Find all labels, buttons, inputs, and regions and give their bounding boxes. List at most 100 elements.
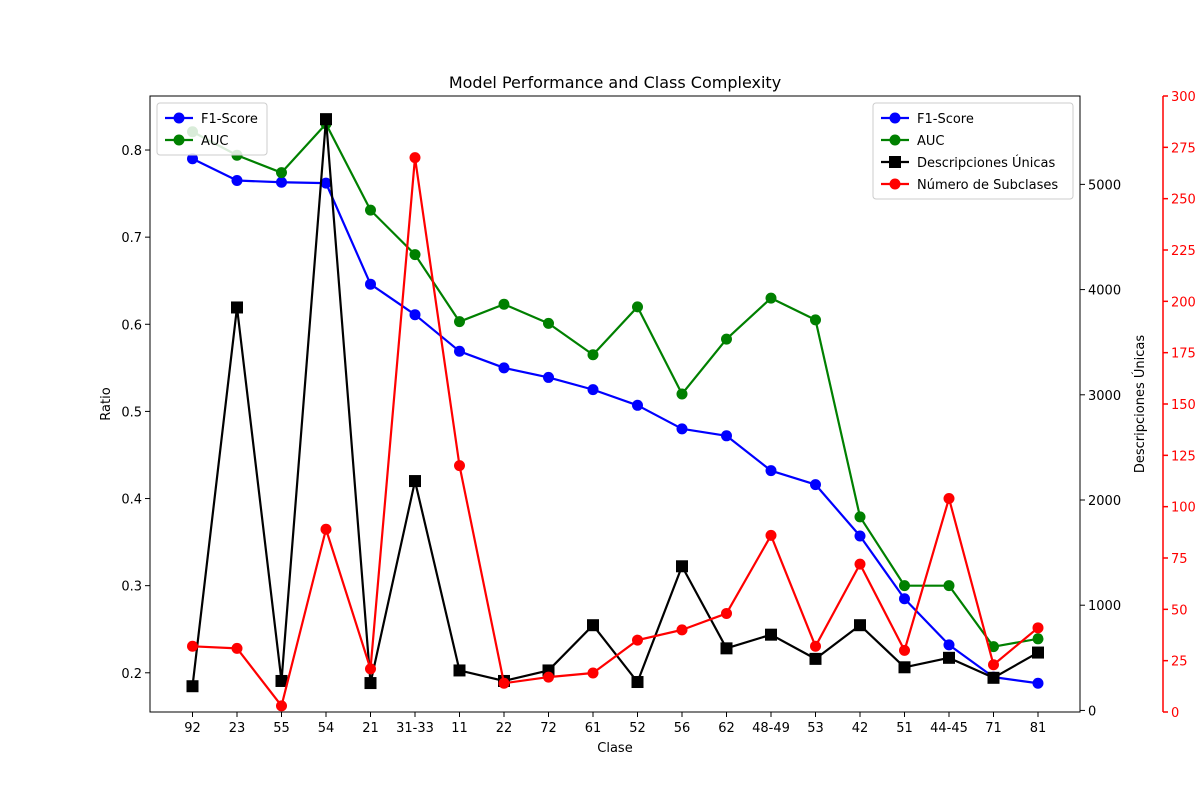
y-right2-tick-label: 125 bbox=[1171, 449, 1196, 464]
y-left-tick-label: 0.2 bbox=[121, 667, 142, 682]
y-right1-tick-label: 3000 bbox=[1088, 389, 1121, 404]
data-point-auc bbox=[498, 298, 510, 310]
data-point-auc bbox=[721, 333, 732, 345]
data-point-numero-de-subclases bbox=[543, 671, 554, 683]
data-point-auc bbox=[765, 292, 777, 304]
data-point-numero-de-subclases bbox=[810, 640, 821, 652]
data-point-f1-score bbox=[454, 345, 465, 357]
series-line-f1-score bbox=[192, 157, 1039, 685]
y-left-tick-label: 0.7 bbox=[121, 231, 142, 246]
legend-box bbox=[872, 102, 1074, 200]
data-point-f1-score bbox=[810, 479, 821, 491]
x-tick-label: 61 bbox=[585, 721, 602, 736]
data-point-auc bbox=[988, 641, 999, 653]
data-point-f1-score bbox=[498, 362, 510, 374]
y-right2-tick-label: 300 bbox=[1171, 90, 1196, 105]
y-right1-tick-label: 4000 bbox=[1088, 284, 1121, 299]
x-tick-label: 54 bbox=[318, 721, 335, 736]
data-point-f1-score bbox=[899, 593, 910, 605]
legend-label: Descripciones Únicas bbox=[917, 155, 1055, 171]
series-descripciones-unicas bbox=[186, 113, 1044, 693]
data-point-auc bbox=[899, 580, 910, 592]
series-f1-score bbox=[187, 153, 1044, 689]
data-point-f1-score bbox=[721, 430, 732, 442]
data-point-auc bbox=[276, 167, 287, 179]
data-point-auc bbox=[587, 349, 599, 361]
data-point-f1-score bbox=[187, 153, 198, 165]
data-point-f1-score bbox=[409, 309, 421, 321]
data-point-numero-de-subclases bbox=[187, 640, 198, 652]
data-point-auc bbox=[810, 314, 821, 326]
x-axis-label: Clase bbox=[597, 741, 632, 756]
x-tick-label: 23 bbox=[229, 721, 246, 736]
data-point-numero-de-subclases bbox=[231, 642, 243, 654]
y-right2-tick-label: 175 bbox=[1171, 347, 1196, 362]
legend-label: AUC bbox=[201, 134, 229, 149]
x-tick-label: 53 bbox=[807, 721, 824, 736]
y-right2-tick-label: 275 bbox=[1171, 141, 1196, 156]
data-point-auc bbox=[676, 388, 688, 400]
legend-marker bbox=[889, 134, 901, 146]
y-right2-tick-label: 0 bbox=[1171, 706, 1179, 721]
x-tick-label: 21 bbox=[362, 721, 379, 736]
data-point-f1-score bbox=[231, 175, 243, 187]
data-point-auc bbox=[632, 301, 643, 313]
x-tick-label: 55 bbox=[273, 721, 290, 736]
legend-marker bbox=[173, 112, 185, 124]
series-line-descripciones-unicas bbox=[191, 118, 1039, 687]
y-right2-tick-label: 250 bbox=[1171, 193, 1196, 208]
data-point-descripciones-unicas bbox=[898, 661, 911, 674]
data-point-descripciones-unicas bbox=[765, 628, 777, 641]
data-point-auc bbox=[1032, 633, 1044, 645]
x-tick-label: 42 bbox=[852, 721, 869, 736]
data-point-numero-de-subclases bbox=[899, 644, 910, 656]
data-point-descripciones-unicas bbox=[809, 652, 822, 665]
y-right2-tick-label: 75 bbox=[1171, 552, 1188, 567]
y-right2-tick-label: 25 bbox=[1171, 655, 1188, 670]
legend-marker bbox=[173, 134, 185, 146]
y-right2-tick-label: 225 bbox=[1171, 244, 1196, 259]
data-point-f1-score bbox=[854, 530, 866, 542]
data-point-descripciones-unicas bbox=[720, 642, 733, 655]
y-left-tick-label: 0.3 bbox=[121, 580, 142, 595]
data-point-descripciones-unicas bbox=[453, 664, 466, 677]
y-right1-tick-label: 2000 bbox=[1088, 494, 1121, 509]
x-tick-label: 71 bbox=[985, 721, 1002, 736]
x-tick-label: 72 bbox=[540, 721, 557, 736]
x-tick-label: 51 bbox=[896, 721, 913, 736]
x-tick-label: 11 bbox=[451, 721, 468, 736]
data-point-numero-de-subclases bbox=[765, 529, 777, 541]
data-point-descripciones-unicas bbox=[409, 475, 421, 488]
data-point-descripciones-unicas bbox=[676, 560, 688, 573]
data-point-numero-de-subclases bbox=[454, 460, 465, 472]
y-left-tick-label: 0.6 bbox=[121, 318, 142, 333]
data-point-descripciones-unicas bbox=[587, 619, 599, 632]
data-point-auc bbox=[854, 511, 866, 523]
y-left-tick-label: 0.8 bbox=[121, 144, 142, 159]
data-point-descripciones-unicas bbox=[1032, 646, 1044, 659]
data-point-descripciones-unicas bbox=[631, 676, 644, 689]
x-tick-label: 52 bbox=[629, 721, 646, 736]
x-tick-label: 22 bbox=[496, 721, 513, 736]
series-numero-de-subclases bbox=[187, 152, 1044, 712]
legend-label: AUC bbox=[917, 134, 945, 149]
data-point-f1-score bbox=[765, 465, 777, 477]
data-point-numero-de-subclases bbox=[320, 523, 332, 535]
x-tick-label: 62 bbox=[718, 721, 735, 736]
plot-area: 92 23 55 54 21 31-33 11 22 72 61 52 56 62 48-49 53 42 51… bbox=[121, 90, 1196, 736]
y-axis-label-left: Ratio bbox=[99, 387, 114, 420]
y-axis-label-right: Descripciones Únicas bbox=[1132, 335, 1148, 473]
data-point-auc bbox=[454, 316, 465, 328]
x-tick-label: 48-49 bbox=[752, 721, 790, 736]
y-left-tick-label: 0.4 bbox=[121, 493, 142, 508]
data-point-descripciones-unicas bbox=[186, 680, 199, 693]
data-point-numero-de-subclases bbox=[409, 152, 421, 164]
data-point-auc bbox=[409, 249, 421, 261]
data-point-f1-score bbox=[276, 176, 287, 188]
data-point-numero-de-subclases bbox=[943, 492, 955, 504]
y-right2-tick-label: 150 bbox=[1171, 398, 1196, 413]
y-right2-tick-label: 200 bbox=[1171, 295, 1196, 310]
x-tick-label: 44-45 bbox=[930, 721, 968, 736]
legend-marker bbox=[889, 178, 901, 190]
